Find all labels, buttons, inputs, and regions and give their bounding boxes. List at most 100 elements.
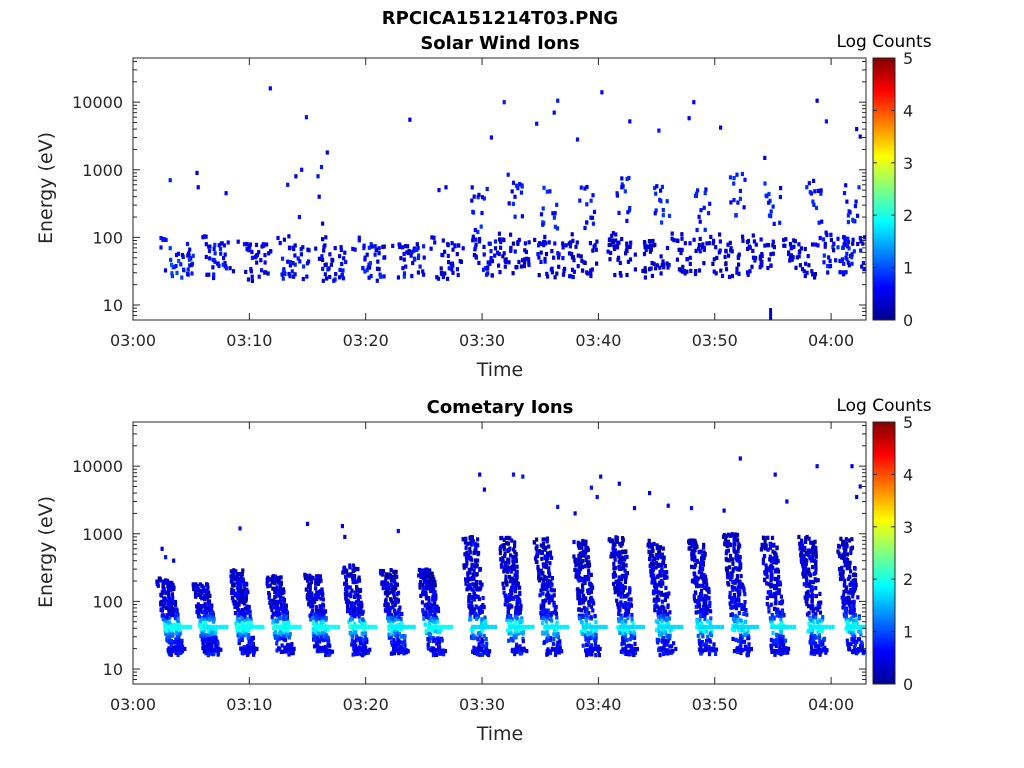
ion-burst	[705, 232, 741, 279]
x-axis-label: Time	[476, 723, 524, 745]
y-axis-label: Energy (eV)	[35, 132, 57, 244]
high-energy-burst	[763, 181, 783, 226]
y-tick-label: 10000	[72, 93, 123, 112]
ion-burst	[471, 234, 503, 278]
ion-burst	[572, 538, 608, 658]
ion-burst	[497, 231, 531, 276]
ion-burst	[606, 231, 637, 278]
high-energy-burst	[728, 171, 747, 218]
ion-burst	[564, 232, 599, 280]
colorbar-tick-label: 0	[903, 675, 913, 694]
axes: 03:00 03:10 03:20 03:30 03:40 03:50 04:00 10 100…	[72, 421, 867, 714]
ion-burst	[201, 234, 236, 281]
ion-burst	[607, 535, 645, 657]
ion-burst	[461, 535, 498, 658]
solar-wind-panel: Solar Wind Ions Energy (eV) Time Log Cou…	[35, 32, 932, 381]
x-tick-label: 03:30	[459, 331, 505, 350]
x-tick-label: 03:40	[575, 331, 621, 350]
ion-burst	[236, 239, 273, 283]
ion-burst	[341, 563, 378, 658]
y-tick-label: 1000	[82, 525, 123, 544]
ion-burst	[797, 534, 835, 657]
y-axis-label: Energy (eV)	[35, 496, 57, 608]
x-tick-label: 04:00	[808, 695, 854, 714]
spectrogram	[155, 456, 866, 658]
x-tick-label: 03:10	[226, 331, 272, 350]
ion-burst	[276, 234, 311, 282]
x-tick-label: 03:40	[575, 695, 621, 714]
ion-burst	[159, 236, 195, 280]
ion-burst	[155, 576, 193, 657]
cometary-ions-panel: Cometary Ions Energy (eV) Time Log Count…	[35, 396, 932, 745]
colorbar-tick-label: 2	[903, 570, 913, 589]
ion-burst	[687, 538, 724, 657]
colorbar	[872, 57, 896, 321]
plot-frame	[132, 57, 867, 321]
high-energy-burst	[615, 175, 632, 223]
high-energy-burst	[842, 183, 861, 225]
x-tick-label: 03:20	[343, 331, 389, 350]
high-energy-burst	[539, 185, 560, 231]
high-energy-burst	[653, 184, 672, 225]
x-axis-label: Time	[476, 359, 524, 381]
y-tick-label: 1000	[82, 161, 123, 180]
sparse-counts	[160, 456, 862, 563]
axes: 03:00 03:10 03:20 03:30 03:40 03:50 04:00 10 100…	[72, 57, 867, 350]
x-tick-label: 03:50	[692, 331, 738, 350]
colorbar-tick-label: 2	[903, 206, 913, 225]
y-tick-label: 10000	[72, 457, 123, 476]
high-energy-burst	[805, 178, 824, 225]
plot-frame	[132, 421, 867, 685]
high-energy-burst	[506, 172, 524, 219]
ion-burst	[670, 231, 706, 277]
x-tick-label: 04:00	[808, 331, 854, 350]
colorbar-tick-label: 5	[903, 413, 913, 432]
colorbar-ticks: 0 1 2 3 4 5	[873, 413, 913, 694]
x-tick-label: 03:10	[226, 695, 272, 714]
colorbar-tick-label: 1	[903, 259, 913, 278]
high-energy-burst	[693, 187, 712, 233]
colorbar-tick-label: 4	[903, 101, 913, 120]
ion-burst	[498, 535, 535, 657]
ion-burst	[314, 235, 348, 283]
colorbar-tick-label: 1	[903, 623, 913, 642]
y-tick-label: 10	[103, 296, 123, 315]
ion-burst	[782, 237, 818, 280]
ion-burst	[229, 568, 265, 657]
ion-burst	[836, 536, 866, 656]
high-energy-burst	[578, 184, 597, 231]
colorbar	[872, 421, 896, 685]
x-tick-label: 03:00	[110, 695, 156, 714]
ion-burst	[417, 567, 453, 658]
y-tick-label: 100	[92, 592, 123, 611]
ion-burst	[429, 235, 465, 281]
ion-burst	[191, 582, 229, 658]
x-tick-label: 03:30	[459, 695, 505, 714]
ion-burst	[641, 238, 671, 280]
high-energy-burst	[470, 185, 489, 235]
colorbar-label: Log Counts	[836, 32, 931, 52]
ion-burst	[741, 233, 776, 277]
ion-burst	[721, 532, 759, 658]
colorbar-tick-label: 0	[903, 311, 913, 330]
colorbar-tick-label: 5	[903, 49, 913, 68]
ion-burst	[391, 242, 426, 280]
colorbar-tick-label: 3	[903, 518, 913, 537]
y-tick-label: 100	[92, 228, 123, 247]
panel-title: Cometary Ions	[427, 397, 574, 418]
ion-burst	[759, 535, 797, 657]
ion-burst	[816, 230, 853, 277]
colorbar-tick-label: 3	[903, 154, 913, 173]
ion-burst	[532, 536, 570, 657]
ion-burst	[351, 235, 387, 283]
figure-title: RPCICA151214T03.PNG	[382, 8, 618, 29]
ion-burst	[303, 572, 341, 657]
panel-title: Solar Wind Ions	[420, 33, 579, 54]
colorbar-tick-label: 4	[903, 465, 913, 484]
x-tick-label: 03:00	[110, 331, 156, 350]
colorbar-ticks: 0 1 2 3 4 5	[873, 49, 913, 330]
colorbar-label: Log Counts	[836, 396, 931, 416]
x-tick-label: 03:20	[343, 695, 389, 714]
ion-burst	[265, 574, 302, 657]
